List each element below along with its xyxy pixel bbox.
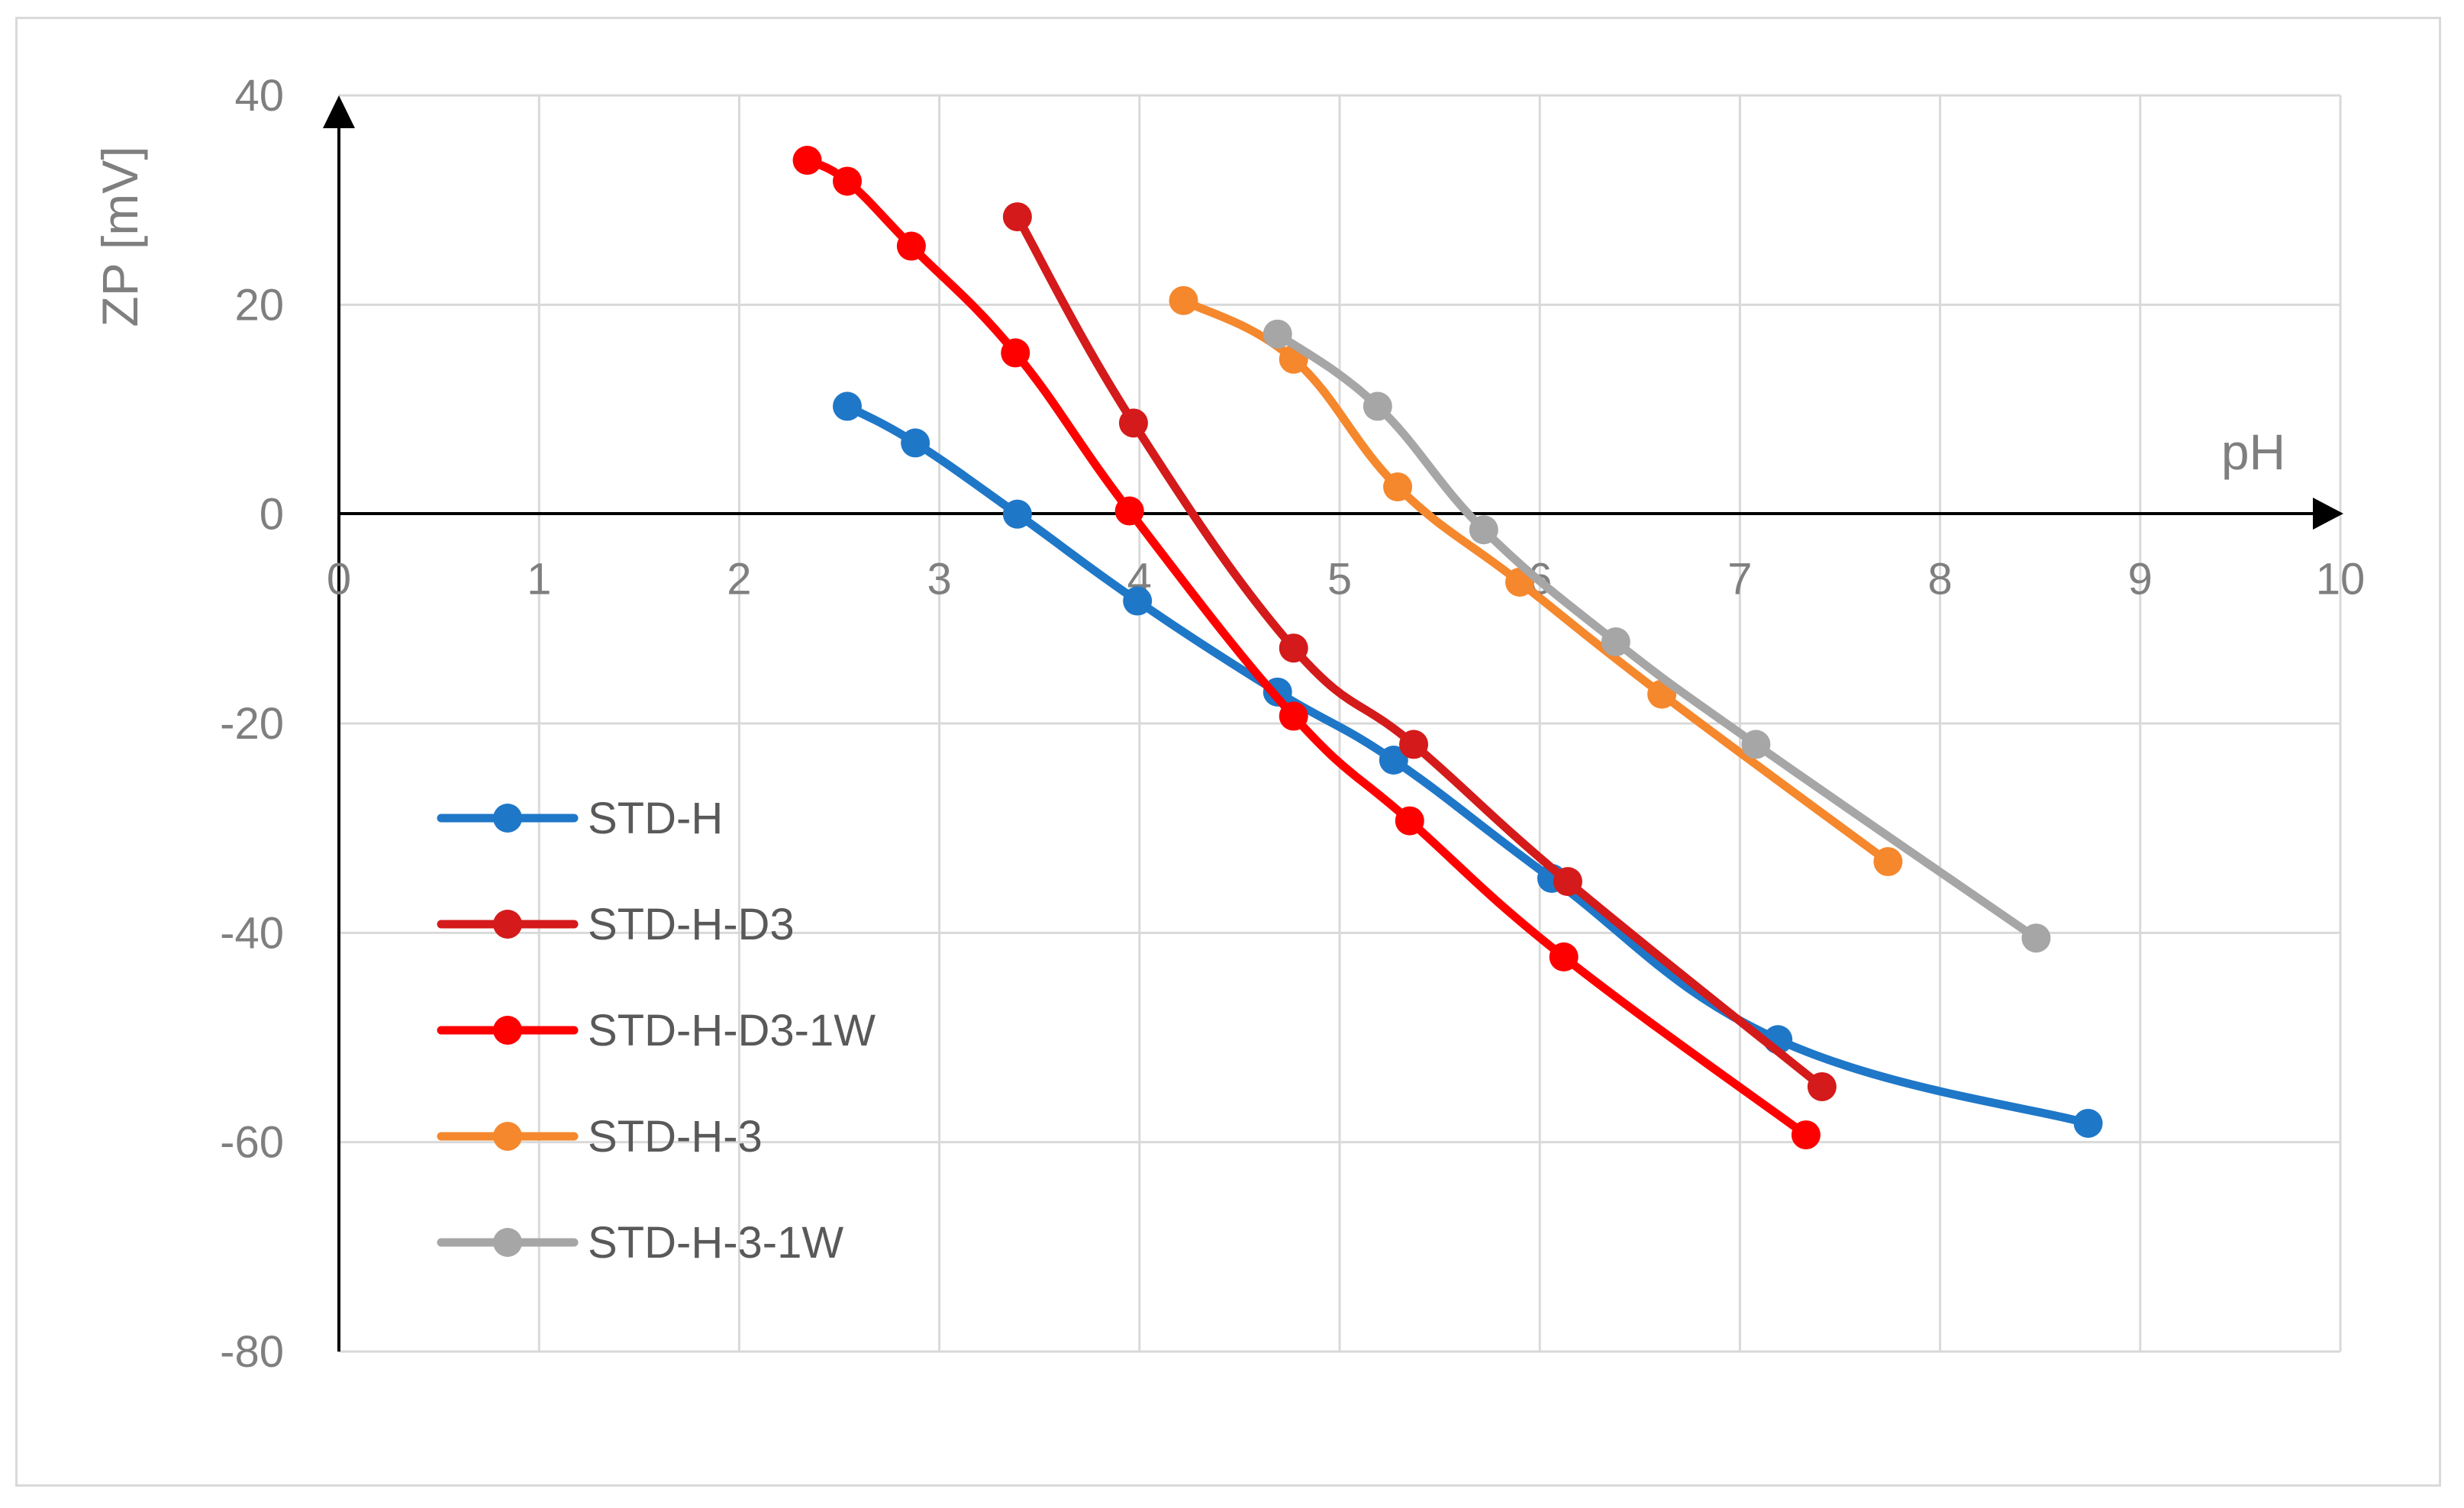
data-point [1169,285,1198,315]
legend-item: STD-H-D3-1W [437,1006,876,1055]
legend-swatch-marker [493,1016,522,1045]
data-point [1873,847,1903,877]
legend-label: STD-H-D3 [588,900,795,949]
data-point [1118,408,1148,438]
data-point [1741,730,1771,759]
x-tick-label: 10 [2316,555,2366,604]
x-tick-label: 2 [727,555,751,604]
y-tick-label: -60 [220,1118,284,1168]
x-tick-label: 5 [1327,555,1352,604]
data-point [1001,338,1030,368]
data-point [1383,472,1413,502]
data-point [1469,515,1498,545]
y-tick-label: 20 [234,280,284,330]
data-point [1601,627,1630,657]
y-tick-label: 40 [234,71,284,121]
legend-label: STD-H-3-1W [588,1218,843,1268]
data-point [1549,942,1579,972]
x-axis-title: pH [2221,424,2285,480]
data-point [1123,586,1153,616]
grid [339,94,2342,1353]
data-point [1379,746,1408,775]
x-tick-label: 0 [327,555,351,604]
legend-label: STD-H [588,794,723,843]
data-point [1399,730,1429,759]
series-std-h-d3-1w [792,146,1821,1150]
data-point [1002,202,1032,232]
data-point [1279,701,1308,731]
legend-item: STD-H-3 [437,1112,763,1162]
series-std-h-d3 [1002,202,1837,1101]
legend-label: STD-H-D3-1W [588,1006,876,1055]
y-tick-label: -40 [220,908,284,958]
x-tick-label: 9 [2128,555,2153,604]
legend-item: STD-H-D3 [437,900,795,949]
x-tick-label: 7 [1727,555,1752,604]
data-point [1363,392,1392,421]
data-point [1791,1120,1821,1150]
legend-swatch-marker [493,910,522,939]
legend-swatch-marker [493,804,522,833]
data-point [2021,923,2051,953]
series-group [792,146,2103,1150]
data-point [1002,499,1032,529]
x-tick-labels: 0 1 2 3 4 5 6 7 8 9 10 [327,555,2365,604]
legend-swatch-marker [493,1228,522,1257]
data-point [2073,1108,2103,1138]
series-std-h [832,392,2103,1138]
series-line [1013,212,1827,1091]
data-point [1553,867,1582,897]
x-tick-label: 8 [1927,555,1952,604]
y-tick-label: 0 [260,490,284,540]
y-axis-title: ZP [mV] [92,146,148,327]
legend-item: STD-H-3-1W [437,1218,843,1268]
data-point [1279,633,1308,663]
legend-label: STD-H-3 [588,1112,763,1162]
x-axis-arrow [2313,498,2343,530]
series-std-h-3-1w [1263,319,2051,953]
data-point [1807,1071,1837,1101]
y-tick-labels: 40 20 0 -20 -40 -60 -80 [220,71,284,1377]
axes [323,95,2343,1352]
y-tick-label: -80 [220,1327,284,1377]
x-tick-label: 3 [927,555,951,604]
series-std-h-3 [1169,285,1903,877]
legend: STD-H STD-H-D3 STD-H-D3-1W STD-H-3 STD-H-3-1… [437,794,876,1268]
data-point [832,166,862,196]
y-axis-arrow [323,95,355,128]
data-point [1114,496,1144,526]
data-point [901,428,930,458]
chart-frame [15,17,2441,1487]
data-point [1263,319,1292,349]
series-line [1273,330,2040,942]
data-point [792,146,822,176]
data-point [832,392,862,421]
data-point [1395,806,1424,836]
x-tick-label: 1 [527,555,551,604]
legend-item: STD-H [437,794,723,843]
legend-swatch-marker [493,1122,522,1151]
y-tick-label: -20 [220,699,284,749]
data-point [896,231,926,261]
